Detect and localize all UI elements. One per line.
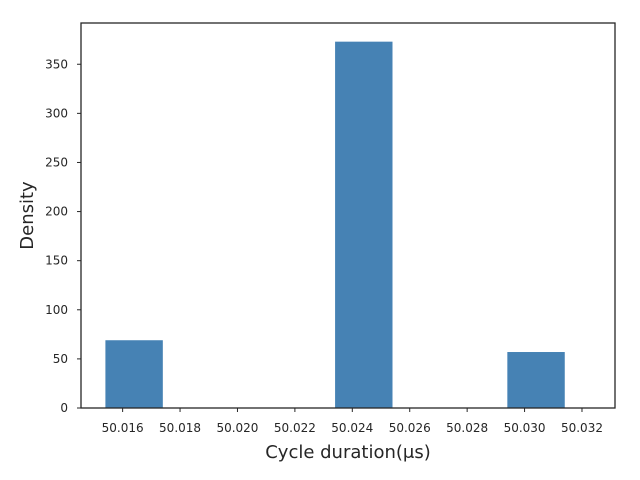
y-tick-label: 250 (45, 155, 68, 169)
x-tick-label: 50.024 (331, 421, 373, 435)
histogram-bar-7 (507, 352, 565, 408)
y-tick-label: 100 (45, 303, 68, 317)
y-tick-label: 0 (60, 401, 68, 415)
y-tick-label: 50 (53, 352, 68, 366)
y-axis-ticks: 0 50 100 150 200 250 300 350 (45, 57, 81, 415)
y-tick-label: 300 (45, 106, 68, 120)
plot-frame (80, 22, 616, 409)
y-tick-label: 150 (45, 254, 68, 268)
y-tick-label: 200 (45, 205, 68, 219)
x-tick-label: 50.026 (389, 421, 431, 435)
x-tick-label: 50.032 (561, 421, 603, 435)
x-tick-label: 50.018 (159, 421, 201, 435)
x-tick-label: 50.030 (504, 421, 546, 435)
histogram-bar-0 (105, 340, 163, 408)
histogram-bar-4 (335, 41, 393, 409)
x-tick-label: 50.028 (446, 421, 488, 435)
x-tick-label: 50.016 (102, 421, 144, 435)
x-axis-title: Cycle duration(μs) (265, 442, 431, 463)
y-axis-title: Density (17, 181, 38, 250)
x-tick-label: 50.020 (216, 421, 258, 435)
y-tick-label: 350 (45, 57, 68, 71)
x-axis-ticks: 50.016 50.018 50.020 50.022 50.024 50.026 50.0… (102, 408, 603, 435)
x-tick-label: 50.022 (274, 421, 316, 435)
histogram-bars (105, 41, 565, 409)
